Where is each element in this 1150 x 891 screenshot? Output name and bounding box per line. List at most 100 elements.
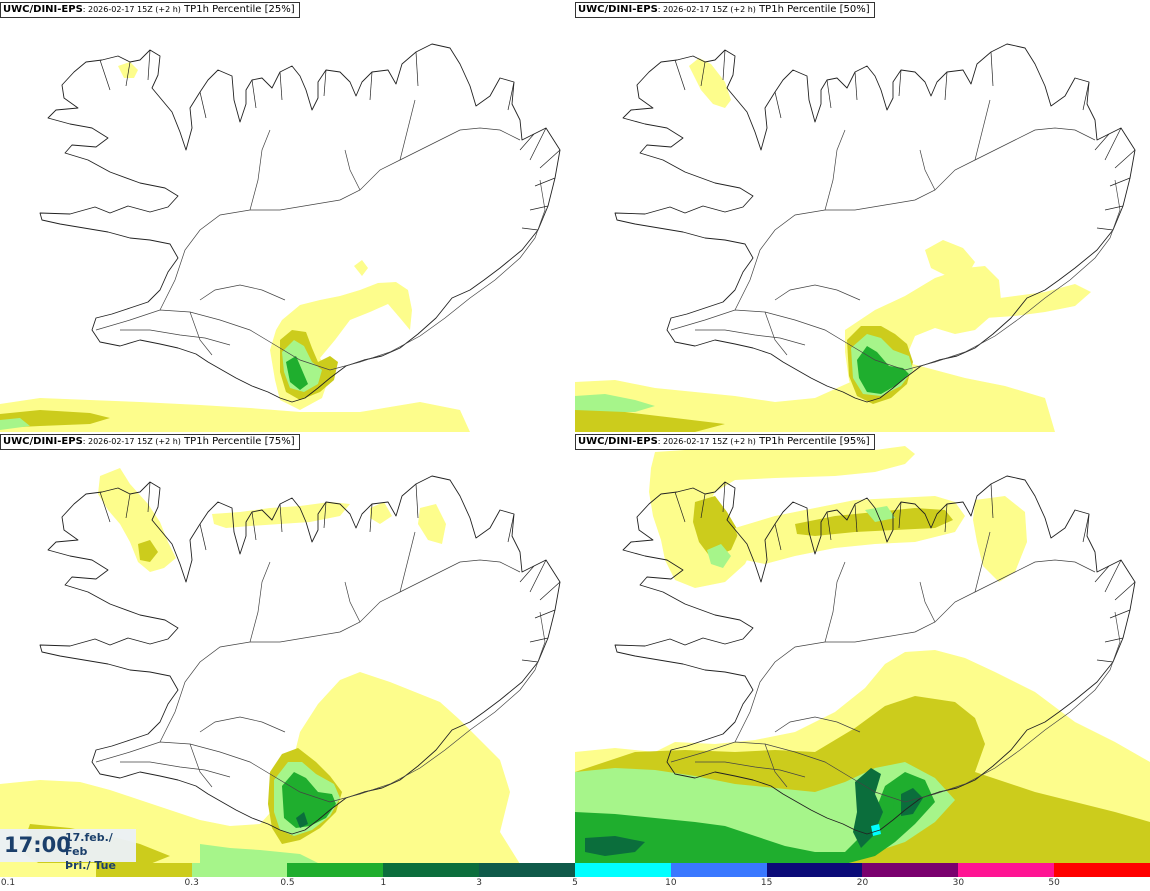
panel-title: UWC/DINI-EPS: 2026-02-17 15Z (+2 h) TP1h… [575,434,875,450]
road [344,581,361,623]
legend-label: 20 [856,878,869,888]
fjord [369,503,373,533]
legend-label: 30 [952,878,965,888]
fjord [674,491,686,523]
legend-label: 15 [760,878,773,888]
fjord [1104,127,1122,161]
precip-area [370,502,392,524]
precip-area [296,812,308,828]
valid-time: 17:00 [4,833,71,857]
fjord [700,61,706,87]
fjord [521,659,539,663]
fjord [415,51,419,87]
date-line-2: Þri./ Tue [65,859,116,872]
map-panel-p95: UWC/DINI-EPS: 2026-02-17 15Z (+2 h) TP1h… [575,432,1150,864]
road [774,284,861,301]
fjord [1082,81,1090,111]
precip-area [575,394,655,414]
legend-swatch [287,863,384,877]
precip-area [118,62,138,78]
road [159,127,521,311]
road [734,127,1096,311]
legend-label: 1 [380,878,387,888]
precip-area [575,362,1055,432]
precip-area [707,544,731,568]
fjord [199,91,207,119]
precip-area [575,410,725,432]
road-network [670,49,1136,371]
fjord [722,49,726,81]
fjord [826,511,832,541]
fjord [323,69,327,97]
legend-swatch [670,863,767,877]
fjord [826,79,832,109]
fjord [519,133,535,151]
fjord [944,71,948,101]
fjord [415,483,419,519]
fjord [529,637,549,643]
fjord [534,609,556,619]
fjord [99,59,111,91]
fjord [1096,659,1114,663]
road [189,311,213,356]
fjord [990,483,994,519]
precip-area [871,824,881,836]
road [824,561,846,643]
coastline [39,43,561,403]
road [199,284,286,301]
road [919,581,936,623]
road-network [670,481,1136,803]
road [764,743,788,788]
fjord [944,503,948,533]
fjord [279,71,283,101]
fjord [539,581,561,601]
precip-area [418,504,446,544]
date-line-1: 17.feb./ Feb [65,831,113,858]
fjord [674,59,686,91]
road [120,329,231,346]
precip-area [354,260,368,276]
variable-label: TP1h Percentile [95%] [755,436,870,447]
road [249,561,271,643]
fjord [990,51,994,87]
fjord [1114,149,1136,169]
legend-colorbar [0,863,1150,877]
fjord [279,503,283,533]
road [189,743,213,788]
fjord [147,49,151,81]
precip-area [693,496,739,558]
run-time: : 2026-02-17 15Z (+2 h) [82,437,181,446]
legend-label: 5 [572,878,578,888]
road [919,149,936,191]
legend-swatch [95,863,192,877]
fjord [1104,637,1124,643]
precip-field [0,62,470,432]
iceland-map [575,43,1136,432]
legend-swatch [862,863,959,877]
fjord [898,501,902,529]
legend-swatch [0,863,96,877]
fjord [251,79,257,109]
precip-field [575,446,1150,864]
road [974,531,991,593]
map-panel-p25: UWC/DINI-EPS: 2026-02-17 15Z (+2 h) TP1h… [0,0,575,432]
fjord [539,149,561,169]
precip-area [689,58,731,108]
road [120,761,231,778]
fjord [1094,565,1110,583]
fjord [898,69,902,97]
legend-label: 0.3 [184,878,199,888]
legend-swatch [383,863,480,877]
fjord [1096,227,1114,231]
precip-area [973,496,1027,582]
road [695,761,806,778]
legend-label: 3 [476,878,483,888]
iceland-map [0,468,561,864]
model-source: UWC/DINI-EPS [3,4,83,15]
legend-labels: 0.1 0.3 0.5 1 3 5 10 15 20 30 50 [0,878,1150,891]
road [344,149,361,191]
fjord [534,177,556,187]
fjord [147,481,151,513]
valid-date: 17.feb./ Feb Þri./ Tue [65,831,136,873]
precip-area [0,410,110,428]
